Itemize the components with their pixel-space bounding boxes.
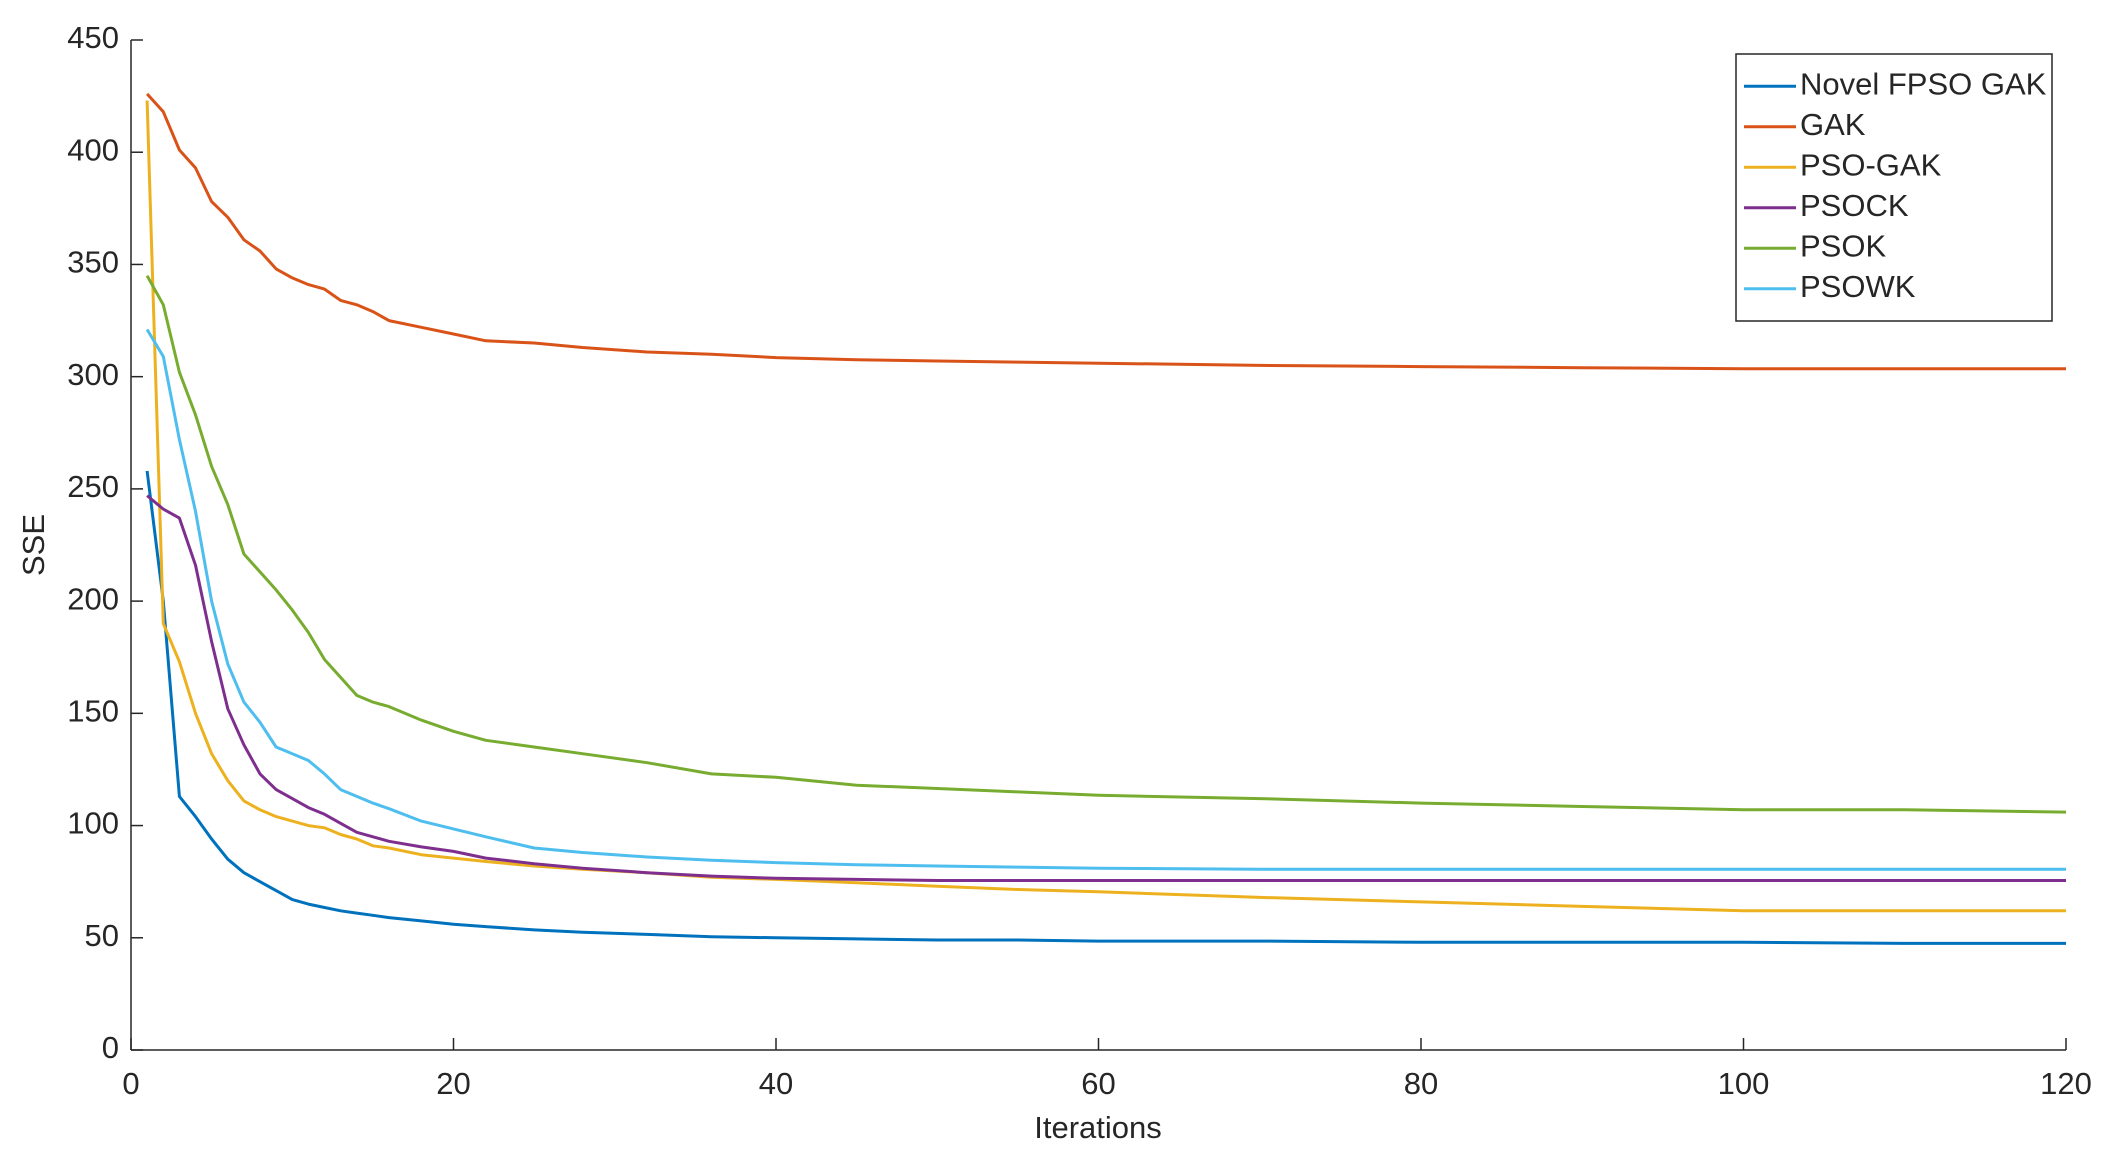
x-tick-label: 40 bbox=[759, 1066, 793, 1101]
x-tick-label: 20 bbox=[436, 1066, 470, 1101]
legend-label: PSOWK bbox=[1800, 269, 1916, 304]
legend-label: PSO-GAK bbox=[1800, 147, 1942, 182]
x-tick-label: 120 bbox=[2040, 1066, 2092, 1101]
x-tick-label: 100 bbox=[1718, 1066, 1770, 1101]
x-tick-label: 80 bbox=[1404, 1066, 1438, 1101]
series-line bbox=[146, 494, 2066, 882]
y-tick-label: 350 bbox=[67, 245, 119, 280]
y-tick-label: 0 bbox=[102, 1030, 119, 1065]
y-axis-label: SSE bbox=[16, 514, 51, 576]
y-tick-label: 400 bbox=[67, 132, 119, 167]
legend-box bbox=[1735, 53, 2053, 322]
y-tick-label: 100 bbox=[67, 806, 119, 841]
y-tick-label: 150 bbox=[67, 694, 119, 729]
series-line bbox=[145, 274, 2067, 814]
legend-label: Novel FPSO GAK bbox=[1800, 66, 2047, 101]
legend-label: PSOK bbox=[1800, 228, 1886, 263]
y-tick-label: 250 bbox=[67, 469, 119, 504]
series-line bbox=[145, 100, 2066, 913]
y-tick-label: 450 bbox=[67, 20, 119, 55]
legend-label: GAK bbox=[1800, 107, 1866, 142]
y-tick-label: 200 bbox=[67, 581, 119, 616]
x-axis-label: Iterations bbox=[1034, 1110, 1162, 1145]
y-tick-label: 50 bbox=[85, 918, 119, 953]
x-tick-label: 60 bbox=[1081, 1066, 1115, 1101]
legend-label: PSOCK bbox=[1800, 188, 1909, 223]
series-line bbox=[145, 92, 2066, 371]
y-tick-label: 300 bbox=[67, 357, 119, 392]
x-tick-label: 0 bbox=[122, 1066, 139, 1101]
series-line bbox=[145, 328, 2066, 871]
series-line bbox=[145, 470, 2066, 945]
